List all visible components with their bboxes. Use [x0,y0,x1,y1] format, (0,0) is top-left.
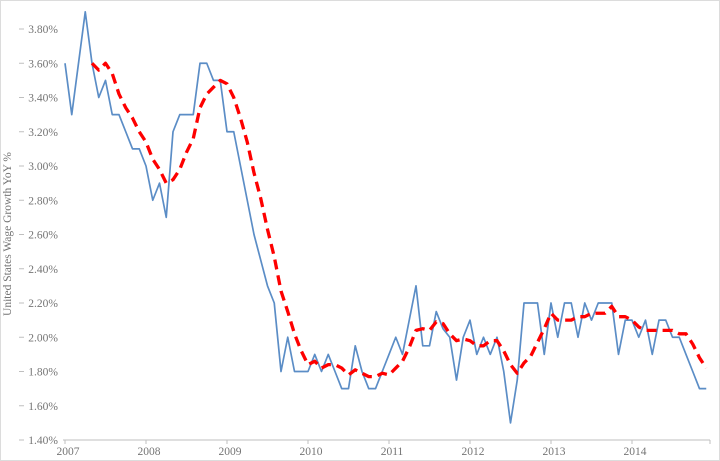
y-axis-tick-label: 3.00% [28,161,58,173]
y-axis-tick-label: 1.80% [28,367,58,379]
moving-average-line [90,61,708,379]
y-axis-tick-label: 2.60% [28,230,58,242]
x-axis-tick-label: 2008 [138,446,161,458]
y-axis-tick-label: 3.60% [28,58,58,70]
x-axis-tick-label: 2014 [624,446,647,458]
y-axis-tick-label: 2.40% [28,264,58,276]
y-axis-tick-label: 2.20% [28,298,58,310]
y-axis-title: United States Wage Growth YoY % [2,152,14,316]
x-axis-tick-label: 2013 [543,446,566,458]
y-axis-tick-label: 2.00% [28,332,58,344]
y-axis-tick-label: 3.80% [28,24,58,36]
y-axis-tick-label: 3.40% [28,93,58,105]
x-axis-tick-label: 2009 [219,446,242,458]
x-axis-tick-label: 2011 [381,446,404,458]
x-axis-tick-label: 2010 [300,446,323,458]
y-axis-tick-label: 2.80% [28,195,58,207]
y-axis-tick-label: 3.20% [28,127,58,139]
x-axis-tick-label: 2007 [57,446,80,458]
x-axis-tick-label: 2012 [462,446,485,458]
y-axis-tick-label: 1.60% [28,401,58,413]
y-axis-tick-label: 1.40% [28,435,58,447]
actual-series-line [64,11,707,424]
